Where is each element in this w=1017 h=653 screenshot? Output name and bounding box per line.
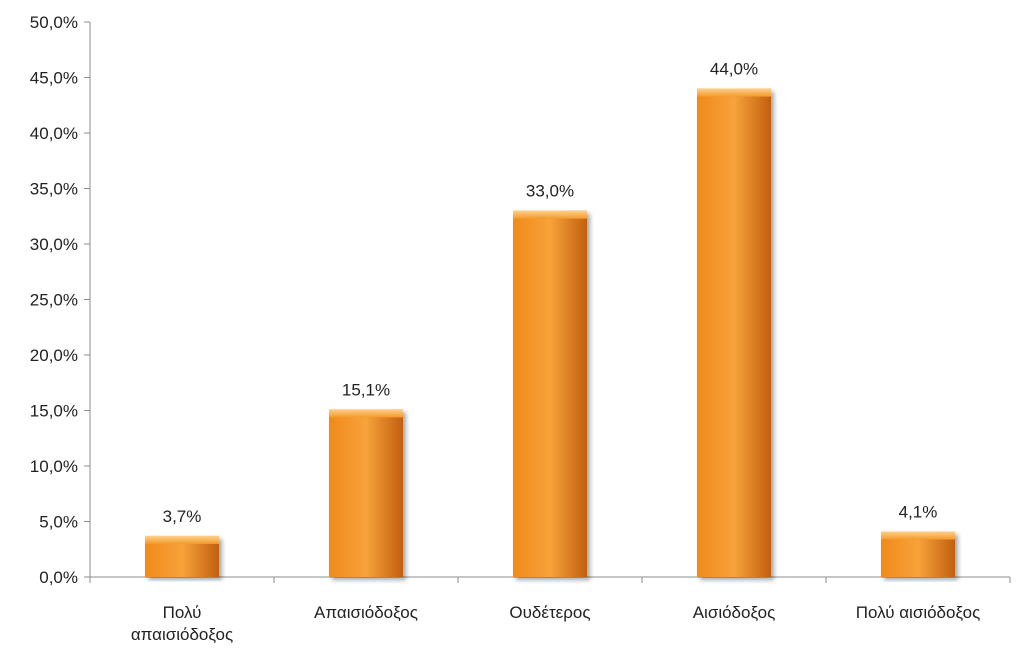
data-label: 15,1% [342, 380, 390, 399]
y-tick-label: 35,0% [30, 180, 78, 199]
bar-cap [329, 409, 403, 418]
data-label: 3,7% [163, 507, 202, 526]
bar [329, 409, 403, 577]
bar-cap [881, 531, 955, 540]
data-label: 33,0% [526, 182, 574, 201]
y-tick-label: 0,0% [39, 568, 78, 587]
y-tick-label: 15,0% [30, 402, 78, 421]
data-label: 44,0% [710, 60, 758, 79]
bar [513, 210, 587, 577]
y-tick-label: 20,0% [30, 346, 78, 365]
bars [145, 88, 955, 577]
x-tick-label: απαισιόδοξος [131, 625, 233, 644]
y-tick-label: 5,0% [39, 513, 78, 532]
bar-cap [697, 88, 771, 97]
y-tick-label: 30,0% [30, 235, 78, 254]
labels: 0,0% 5,0% 10,0% 15,0% 20,0% 25,0% 30,0% 35,0% 40… [30, 13, 980, 644]
x-tick-label: Πολύ [163, 603, 202, 622]
x-tick-label: Πολύ αισιόδοξος [856, 603, 981, 622]
y-tick-label: 45,0% [30, 69, 78, 88]
bar-cap [145, 535, 219, 544]
bar [697, 88, 771, 577]
x-tick-label: Ουδέτερος [509, 603, 590, 622]
y-tick-label: 50,0% [30, 13, 78, 32]
y-tick-label: 10,0% [30, 457, 78, 476]
y-tick-label: 25,0% [30, 291, 78, 310]
x-tick-label: Απαισιόδοξος [314, 603, 418, 622]
data-label: 4,1% [899, 502, 938, 521]
x-tick-label: Αισιόδοξος [693, 603, 776, 622]
bar-cap [513, 210, 587, 219]
y-tick-label: 40,0% [30, 124, 78, 143]
